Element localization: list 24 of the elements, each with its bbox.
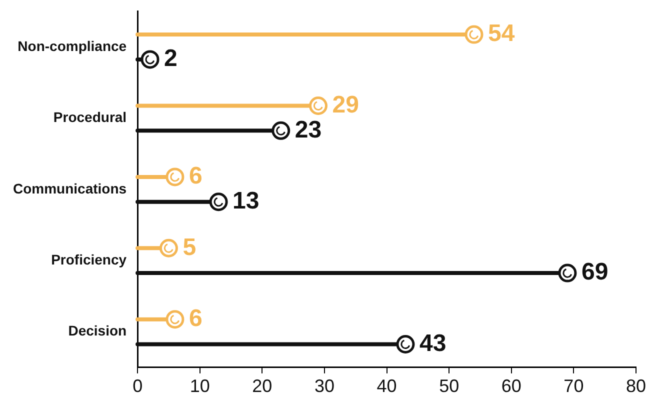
x-tick-label: 10 (190, 376, 210, 396)
data-label: 29 (332, 91, 359, 118)
x-tick-label: 20 (252, 376, 272, 396)
data-label: 6 (188, 162, 202, 190)
x-tick-label: 80 (626, 376, 646, 396)
data-label: 69 (581, 258, 608, 286)
data-label: 2 (164, 45, 178, 72)
data-label: 5 (182, 234, 196, 261)
x-tick-label: 60 (501, 376, 522, 396)
y-tick-label: Proficiency (51, 251, 127, 268)
y-tick-label: Procedural (53, 109, 127, 126)
x-tick-label: 40 (376, 376, 397, 396)
x-tick-label: 0 (132, 376, 143, 396)
data-label: 6 (188, 304, 202, 332)
x-tick-label: 70 (564, 376, 584, 396)
data-label: 23 (294, 116, 322, 144)
y-tick-label: Communications (12, 180, 127, 196)
y-tick-label: Decision (68, 322, 127, 339)
y-tick-label: Non-compliance (18, 38, 127, 54)
data-label: 43 (419, 330, 446, 357)
x-tick-label: 30 (314, 376, 334, 396)
data-label: 13 (232, 187, 260, 214)
x-tick-label: 50 (439, 376, 460, 396)
data-label: 54 (488, 20, 516, 48)
